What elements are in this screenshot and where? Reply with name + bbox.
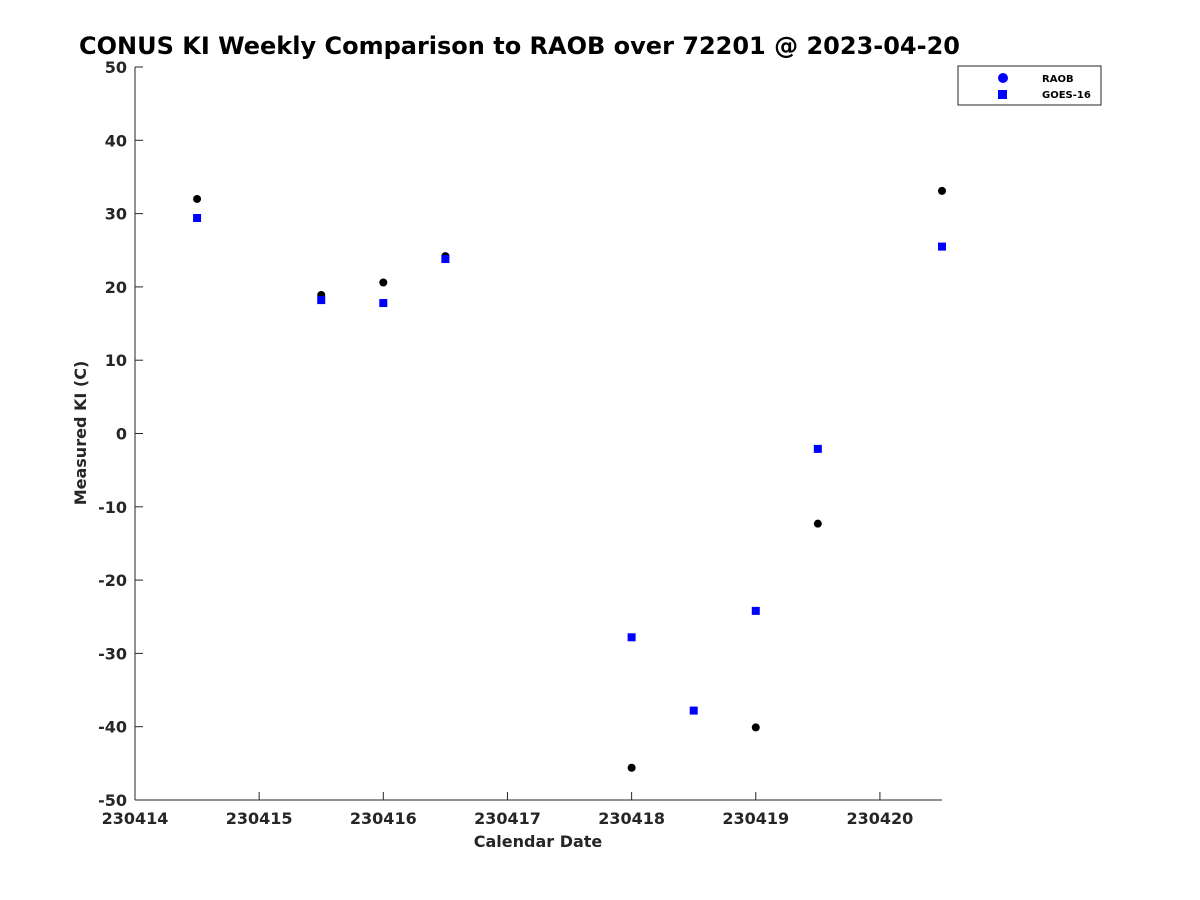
goes-16-point (813, 444, 822, 453)
goes-16-point (379, 299, 388, 308)
y-tick-label: -40 (98, 718, 127, 737)
goes-16-point (317, 296, 326, 305)
raob-point (938, 186, 946, 195)
goes-16-point (441, 255, 450, 264)
y-tick-label: -20 (98, 571, 127, 590)
y-tick-label: -50 (98, 791, 127, 810)
raob-point (379, 278, 388, 287)
legend-label-raob: RAOB (1042, 74, 1074, 85)
goes-16-point (627, 633, 636, 642)
x-axis-label: Calendar Date (474, 832, 603, 851)
y-tick-label: 50 (105, 58, 127, 77)
x-tick-label: 230416 (350, 809, 417, 828)
raob-point (813, 519, 822, 528)
y-tick-label: 30 (105, 205, 127, 224)
legend: RAOB GOES-16 (957, 65, 1102, 106)
legend-label-goes-16: GOES-16 (1042, 90, 1091, 101)
y-axis-label: Measured KI (C) (71, 361, 90, 506)
raob-point (193, 194, 202, 203)
goes-16-point (751, 606, 760, 615)
x-tick-label: 230415 (226, 809, 293, 828)
legend-marker-goes-16 (998, 90, 1007, 99)
x-tick-label: 230419 (722, 809, 789, 828)
y-tick-label: 40 (105, 131, 127, 150)
goes-16-point (689, 706, 698, 715)
x-tick-label: 230420 (847, 809, 914, 828)
legend-marker-raob (998, 73, 1008, 83)
legend-box (957, 65, 1102, 106)
x-tick-label: 230417 (474, 809, 541, 828)
y-tick-label: -10 (98, 498, 127, 517)
y-tick-label: 10 (105, 351, 127, 370)
x-tick-label: 230418 (598, 809, 665, 828)
y-tick-label: -30 (98, 644, 127, 663)
goes-16-point (193, 213, 202, 222)
goes-16-point (938, 242, 946, 251)
chart-title: CONUS KI Weekly Comparison to RAOB over … (79, 32, 960, 60)
raob-point (627, 763, 636, 772)
x-tick-label: 230414 (102, 809, 169, 828)
y-tick-label: 0 (116, 425, 127, 444)
y-tick-label: 20 (105, 278, 127, 297)
data-points (193, 186, 946, 772)
raob-point (751, 723, 760, 732)
